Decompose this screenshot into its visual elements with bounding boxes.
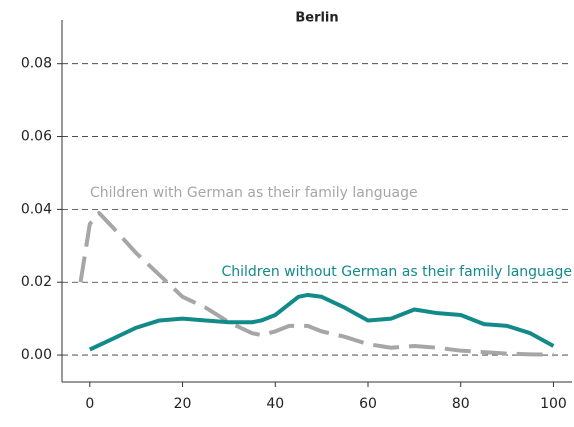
y-tick-label: 0.08 [21,56,52,72]
x-tick-label: 0 [85,396,94,412]
y-tick-label: 0.02 [21,274,52,290]
series-label: Children without German as their family … [221,264,572,280]
x-tick-label: 80 [452,396,470,412]
series-line [88,292,555,352]
x-tick-label: 20 [174,396,192,412]
series-line [78,211,554,357]
chart-title: Berlin [295,11,338,26]
y-tick-label: 0.04 [21,201,52,217]
y-tick-label: 0.00 [21,347,52,363]
x-tick-label: 100 [540,396,567,412]
series-label: Children with German as their family lan… [90,185,418,201]
x-tick-label: 40 [266,396,284,412]
x-tick-label: 60 [359,396,377,412]
y-tick-label: 0.06 [21,129,52,145]
